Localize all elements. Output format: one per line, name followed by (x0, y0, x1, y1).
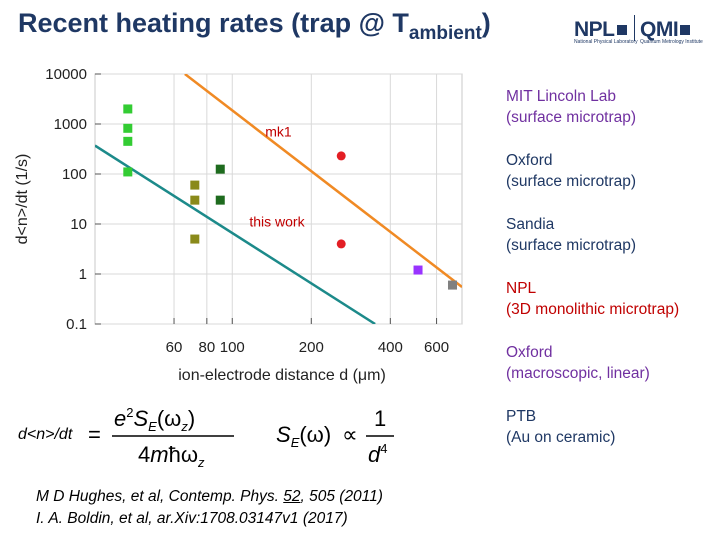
data-point (190, 195, 200, 205)
legend-line1: PTB (506, 408, 537, 425)
reference-volume: 52 (283, 488, 301, 505)
fit-line (95, 144, 376, 324)
x-tick-label: 100 (220, 339, 245, 356)
legend-line2: (Au on ceramic) (506, 429, 616, 446)
svg-text:e2SE(ωz): e2SE(ωz) (114, 405, 195, 434)
legend-item-oxford-surface: Oxford (surface microtrap) (506, 150, 636, 192)
svg-text:1: 1 (374, 406, 386, 431)
fit-lines-layer (95, 74, 462, 324)
legend-line1: Oxford (506, 152, 553, 169)
npl-logo: NPL National Physical Laboratory (574, 14, 638, 46)
legend-line2: (3D monolithic microtrap) (506, 301, 680, 318)
annotation-label: mk1 (265, 124, 292, 140)
data-point (447, 280, 457, 290)
formula-lhs: d<n>/dt (18, 426, 73, 443)
legend-line2: (macroscopic, linear) (506, 365, 650, 382)
svg-text:∝: ∝ (342, 422, 358, 447)
y-tick-label: 10 (70, 216, 87, 233)
x-tick-label: 80 (198, 339, 215, 356)
plot-frame (94, 73, 463, 325)
x-tick-label: 60 (166, 339, 183, 356)
heating-rate-formula: = e2SE(ωz) 4mħωz SE(ω) ∝ 1 d4 (88, 405, 394, 470)
reference-2: I. A. Boldin, et al, ar.Xiv:1708.03147v1… (36, 508, 383, 530)
reference-1: M D Hughes, et al, Contemp. Phys. 52, 50… (36, 486, 383, 508)
svg-text:d4: d4 (368, 441, 387, 467)
grid-layer (94, 73, 463, 325)
svg-text:4mħωz: 4mħωz (138, 442, 205, 470)
legend-line1: Oxford (506, 344, 553, 361)
y-axis-label: d<n>/dt (1/s) (14, 154, 31, 245)
legend-item-ptb: PTB (Au on ceramic) (506, 406, 615, 448)
tick-labels-layer: 10000 1000 100 10 1 0.1 60 80 100 200 400 600 (45, 66, 449, 356)
y-tick-label: 100 (62, 166, 87, 183)
title-end: ) (481, 8, 491, 38)
npl-logo-text: NPL (574, 18, 615, 41)
data-point (123, 123, 133, 133)
data-point (123, 136, 133, 146)
annotation-label: this work (249, 213, 305, 229)
title-main: Recent heating rates (trap @ T (18, 8, 409, 38)
data-point (215, 195, 225, 205)
legend-item-npl: NPL (3D monolithic microtrap) (506, 278, 679, 320)
legend-item-mit: MIT Lincoln Lab (surface microtrap) (506, 86, 636, 128)
qmi-logo: QMI Quantum Metrology Institute (640, 14, 703, 46)
legend-line2: (surface microtrap) (506, 237, 637, 254)
y-tick-label: 1000 (54, 116, 87, 133)
x-tick-label: 200 (299, 339, 324, 356)
data-point (123, 104, 133, 114)
x-axis-label: ion-electrode distance d (μm) (178, 367, 386, 384)
y-tick-label: 1 (79, 266, 87, 283)
data-point (190, 180, 200, 190)
logo-divider (634, 15, 635, 41)
data-point (215, 164, 225, 174)
title-subscript: ambient (408, 23, 482, 44)
data-point (123, 167, 133, 177)
legend-line1: NPL (506, 280, 537, 297)
qmi-logo-mark-icon (680, 25, 691, 35)
y-tick-label: 0.1 (66, 316, 87, 333)
svg-text:SE(ω): SE(ω) (276, 422, 331, 450)
reference-pages: , 505 (2011) (300, 488, 383, 505)
npl-logo-mark-icon (616, 25, 627, 35)
y-tick-label: 10000 (45, 66, 87, 83)
svg-text:=: = (88, 422, 101, 447)
legend-line2: (surface microtrap) (506, 173, 637, 190)
legend-line1: Sandia (506, 216, 555, 233)
annotations-layer: mk1 this work (249, 124, 305, 230)
qmi-logo-text: QMI (640, 18, 679, 41)
legend-item-oxford-macro: Oxford (macroscopic, linear) (506, 342, 650, 384)
data-point (413, 265, 423, 275)
data-points-layer (123, 104, 457, 290)
data-point (336, 151, 346, 161)
legend-line1: MIT Lincoln Lab (506, 88, 616, 105)
reference-text: I. A. Boldin, et al, ar.Xiv:1708.03147v1… (36, 510, 348, 527)
heating-rate-chart: 10000 1000 100 10 1 0.1 60 80 100 200 400 600 mk1 th… (14, 66, 463, 384)
x-tick-label: 600 (424, 339, 449, 356)
reference-text: M D Hughes, et al, Contemp. Phys. (36, 488, 284, 505)
x-tick-label: 400 (378, 339, 403, 356)
references: M D Hughes, et al, Contemp. Phys. 52, 50… (36, 486, 383, 530)
qmi-logo-subtitle: Quantum Metrology Institute (640, 39, 703, 45)
legend-line2: (surface microtrap) (506, 109, 637, 126)
data-point (336, 239, 346, 249)
legend-item-sandia: Sandia (surface microtrap) (506, 214, 636, 256)
slide-title: Recent heating rates (trap @ Tambient) (18, 8, 491, 45)
npl-logo-subtitle: National Physical Laboratory (574, 39, 638, 45)
data-point (190, 234, 200, 244)
fit-line (184, 74, 462, 288)
